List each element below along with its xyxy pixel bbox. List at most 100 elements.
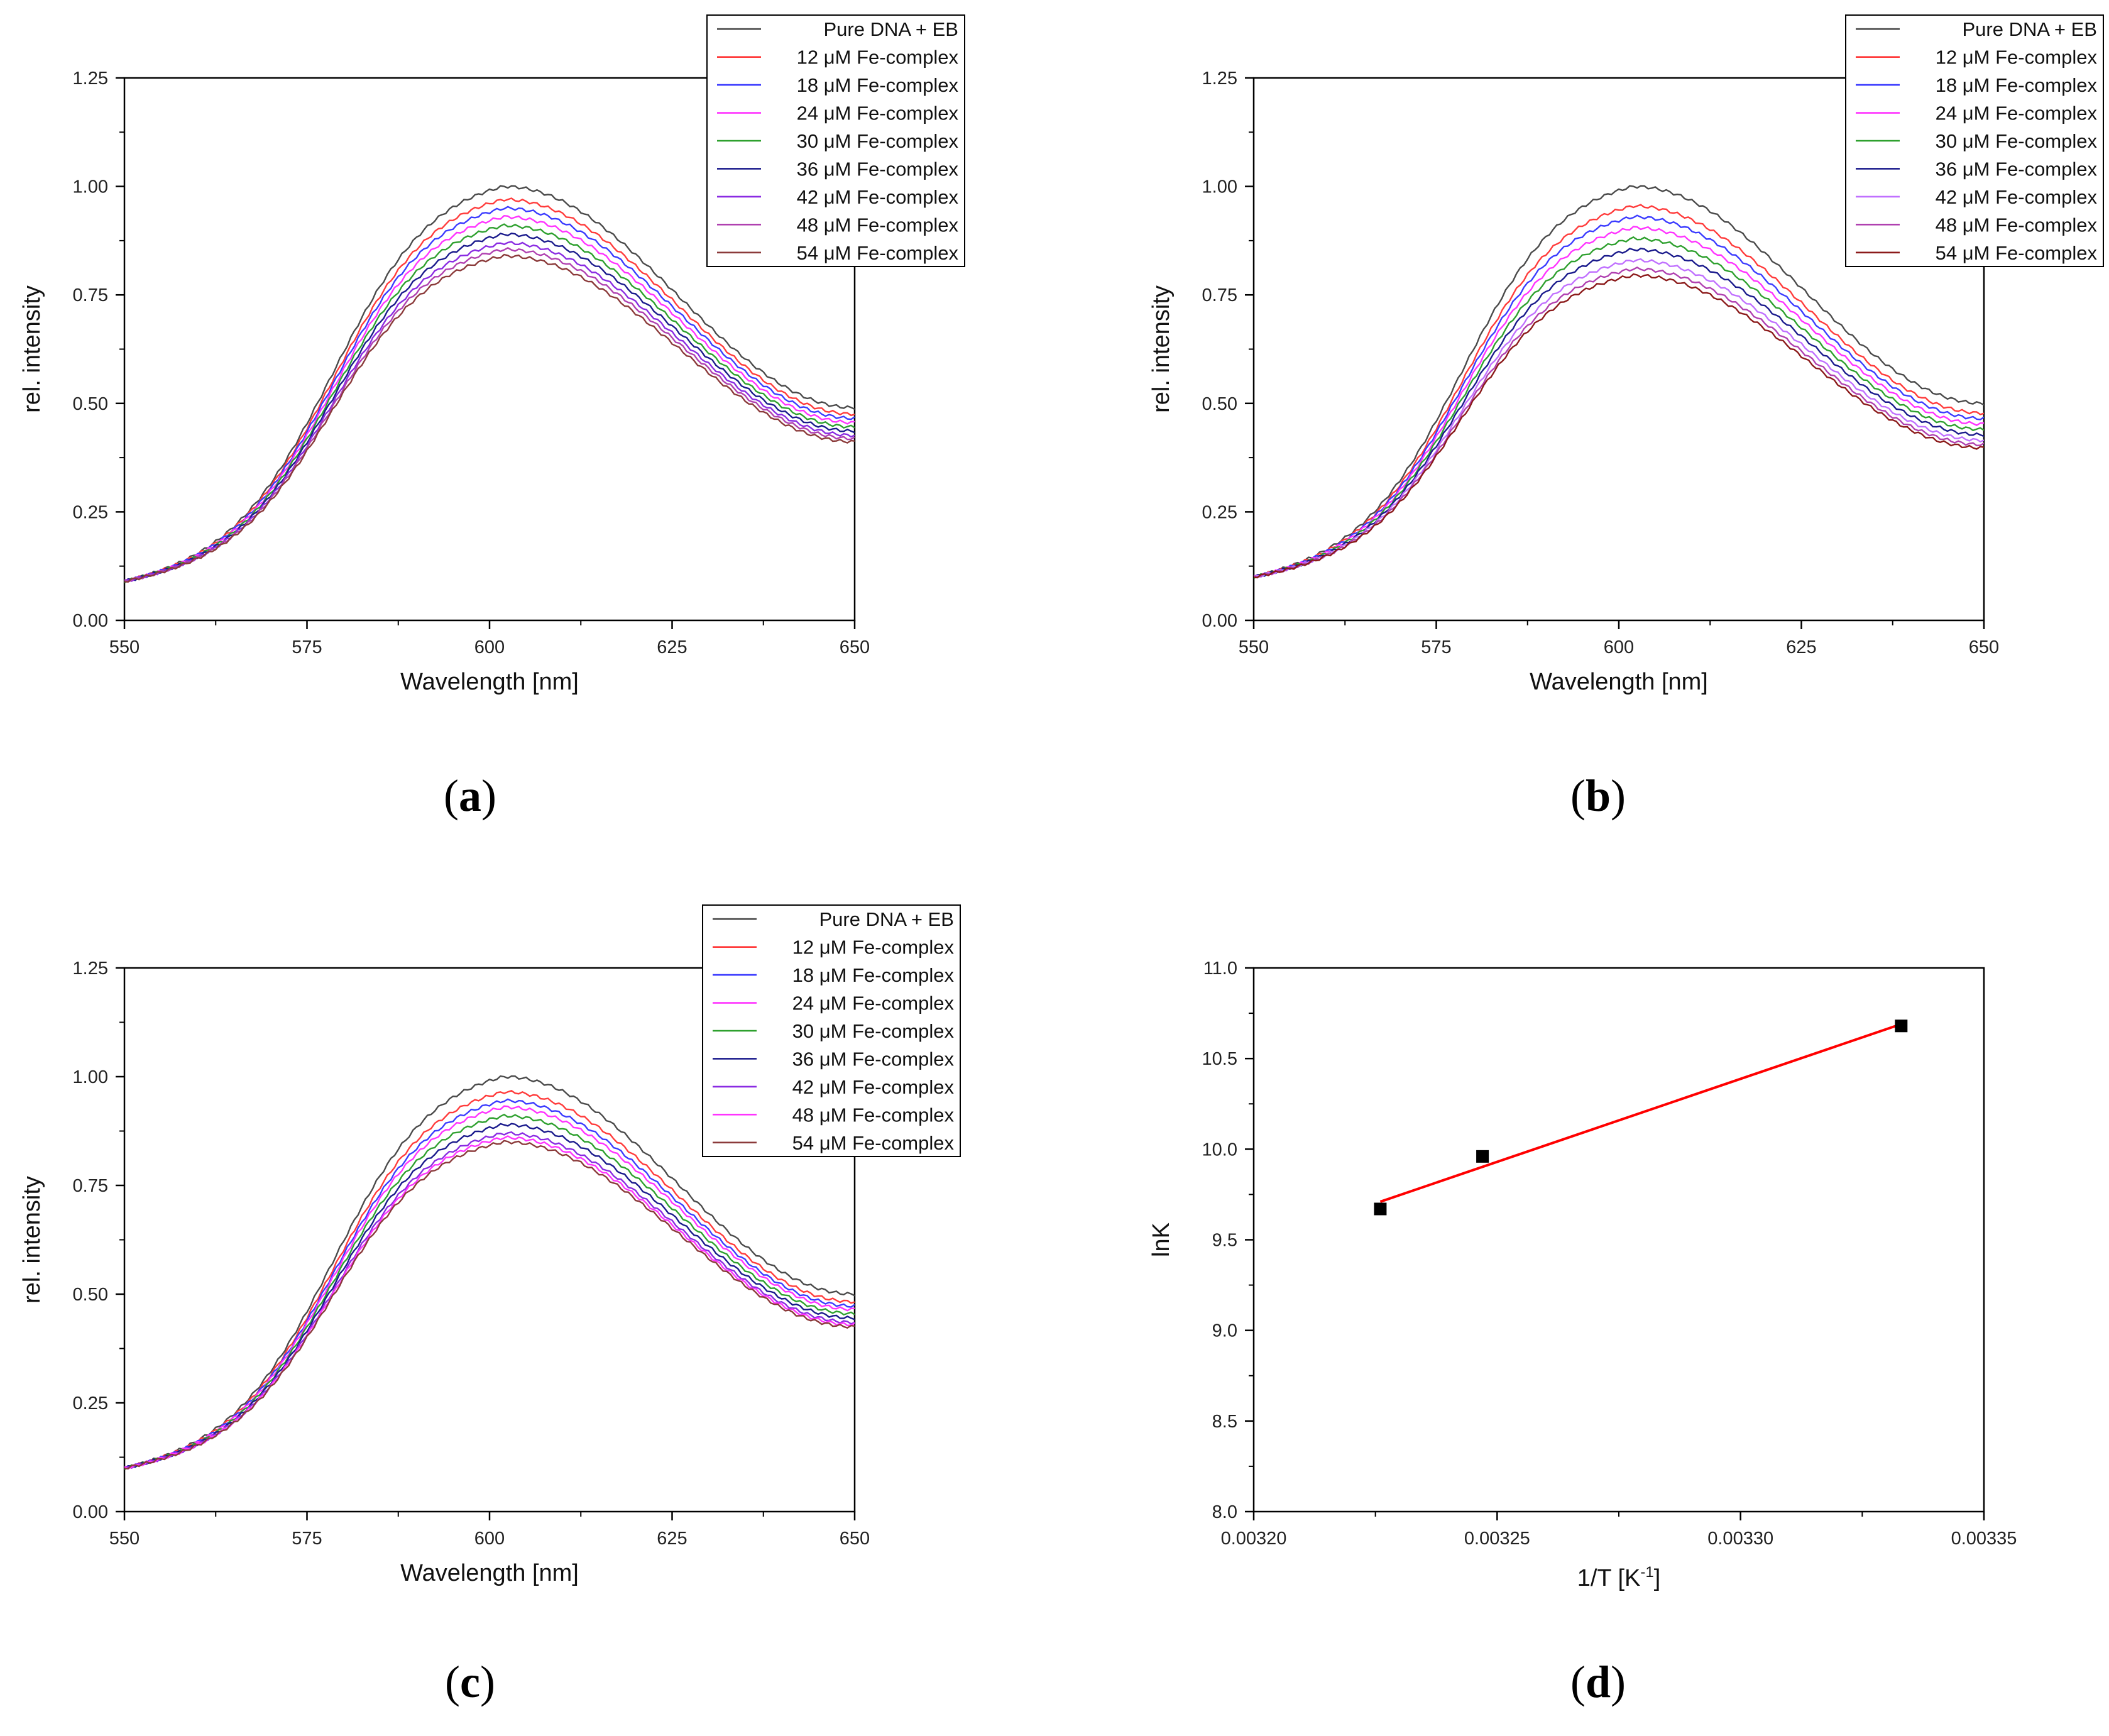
series-line (124, 185, 855, 583)
legend-label: 54 μM Fe-complex (792, 1132, 955, 1154)
y-axis-title: rel. intensity (19, 1176, 45, 1304)
data-point (1374, 1202, 1387, 1216)
y-tick-label: 0.00 (1202, 611, 1237, 631)
y-tick-label: 0.75 (73, 285, 108, 305)
legend-label: Pure DNA + EB (1962, 18, 2097, 40)
y-tick-label: 0.50 (73, 394, 108, 414)
y-tick-label: 0.75 (73, 1176, 108, 1196)
x-tick-label: 0.00335 (1951, 1529, 2017, 1549)
x-tick-label: 0.00320 (1221, 1529, 1287, 1549)
series-line (124, 1113, 855, 1471)
series-line (124, 223, 855, 584)
panel-letter: a (459, 771, 481, 821)
legend-label: 36 μM Fe-complex (1936, 158, 2098, 180)
x-tick-label: 550 (109, 1529, 140, 1549)
y-tick-label: 10.5 (1202, 1049, 1237, 1069)
series-line (124, 253, 855, 583)
legend-label: 30 μM Fe-complex (792, 1020, 955, 1042)
data-point (1476, 1150, 1489, 1163)
series-line (124, 1140, 855, 1470)
y-axis-title: lnK (1148, 1222, 1175, 1257)
x-tick-label: 600 (474, 637, 505, 657)
x-tick-label: 575 (292, 1529, 322, 1549)
y-axis-title: rel. intensity (19, 285, 45, 413)
y-tick-label: 1.25 (73, 69, 108, 89)
series-line (1254, 273, 1984, 579)
y-tick-label: 0.50 (1202, 394, 1237, 414)
series-group (124, 185, 855, 584)
legend-label: 30 μM Fe-complex (1936, 130, 2098, 152)
y-tick-label: 9.5 (1212, 1231, 1237, 1251)
x-tick-label: 650 (840, 1529, 870, 1549)
legend-label: 48 μM Fe-complex (792, 1104, 955, 1126)
x-tick-label: 550 (1239, 637, 1269, 657)
x-tick-label: 600 (474, 1529, 505, 1549)
series-group (124, 1075, 855, 1471)
y-tick-label: 0.75 (1202, 285, 1237, 305)
legend: Pure DNA + EB 12 μM Fe-complex 18 μM Fe-co… (706, 14, 965, 267)
panel-d: 0.00320 0.00325 0.00330 0.00335 8.0 8.5 9.0 9.5… (1148, 959, 2017, 1707)
legend-label: 42 μM Fe-complex (797, 186, 959, 208)
panel-letter: d (1586, 1657, 1611, 1707)
series-line (124, 214, 855, 583)
series-line (1254, 248, 1984, 579)
series-line (1254, 266, 1984, 578)
y-tick-label: 9.0 (1212, 1321, 1237, 1341)
series-line (124, 1135, 855, 1470)
legend-label: 12 μM Fe-complex (797, 47, 959, 69)
data-point (1895, 1019, 1908, 1033)
y-tick-label: 1.25 (73, 959, 108, 979)
panel-label: (b) (1570, 771, 1626, 821)
legend: Pure DNA + EB 12 μM Fe-complex 18 μM Fe-co… (702, 904, 961, 1157)
y-tick-label: 0.00 (73, 611, 108, 631)
legend-label: 54 μM Fe-complex (1936, 242, 2098, 264)
series-group (1254, 185, 1984, 580)
legend-label: 48 μM Fe-complex (797, 214, 959, 236)
x-tick-label: 0.00330 (1707, 1529, 1773, 1549)
series-line (1254, 185, 1984, 579)
x-tick-label: 575 (292, 637, 322, 657)
panel-letter: c (460, 1657, 480, 1707)
x-tick-label: 575 (1421, 637, 1451, 657)
series-line (1254, 226, 1984, 579)
x-tick-label: 600 (1604, 637, 1634, 657)
y-tick-label: 1.00 (73, 177, 108, 197)
legend-label: 36 μM Fe-complex (792, 1048, 955, 1070)
panel-label: (c) (445, 1657, 495, 1707)
fit-line (1379, 1023, 1902, 1203)
legend-label: 12 μM Fe-complex (792, 937, 955, 959)
legend-label: 36 μM Fe-complex (797, 158, 959, 180)
legend-label: Pure DNA + EB (823, 18, 958, 40)
panel-b: 550 575 600 625 650 0.00 0.25 0.50 0.75 1.00 1.25 W… (1148, 14, 2104, 821)
legend-label: 12 μM Fe-complex (1936, 47, 2098, 69)
legend-label: Pure DNA + EB (819, 908, 954, 930)
panel-c: 550 575 600 625 650 0.00 0.25 0.50 0.75 1.00 1.25 W… (19, 904, 961, 1707)
y-tick-label: 8.0 (1212, 1502, 1237, 1522)
x-tick-label: 0.00325 (1464, 1529, 1530, 1549)
x-tick-label: 550 (109, 637, 140, 657)
x-axis-title: Wavelength [nm] (1530, 669, 1708, 695)
x-tick-label: 625 (657, 637, 687, 657)
series-line (1254, 214, 1984, 578)
y-tick-label: 0.25 (1202, 502, 1237, 522)
x-axis-title: Wavelength [nm] (400, 1560, 579, 1586)
panel-letter: b (1586, 771, 1611, 821)
panel-label: (d) (1570, 1657, 1626, 1707)
y-tick-label: 1.00 (73, 1067, 108, 1087)
y-tick-label: 0.00 (73, 1502, 108, 1522)
legend-label: 18 μM Fe-complex (1936, 74, 2098, 96)
plot-frame (1252, 967, 1985, 1513)
x-tick-label: 625 (1786, 637, 1816, 657)
legend-label: 18 μM Fe-complex (797, 74, 959, 96)
y-tick-label: 1.25 (1202, 69, 1237, 89)
y-tick-label: 0.50 (73, 1285, 108, 1305)
panel-a: 550 575 600 625 650 0.00 0.25 0.50 0.75 1.00 1.25 W… (19, 14, 965, 821)
x-axis-title: Wavelength [nm] (400, 669, 579, 695)
x-tick-label: 650 (840, 637, 870, 657)
x-tick-label: 625 (657, 1529, 687, 1549)
y-tick-label: 0.25 (73, 502, 108, 522)
series-line (124, 1105, 855, 1470)
series-line (124, 247, 855, 583)
legend-label: 24 μM Fe-complex (797, 102, 959, 124)
